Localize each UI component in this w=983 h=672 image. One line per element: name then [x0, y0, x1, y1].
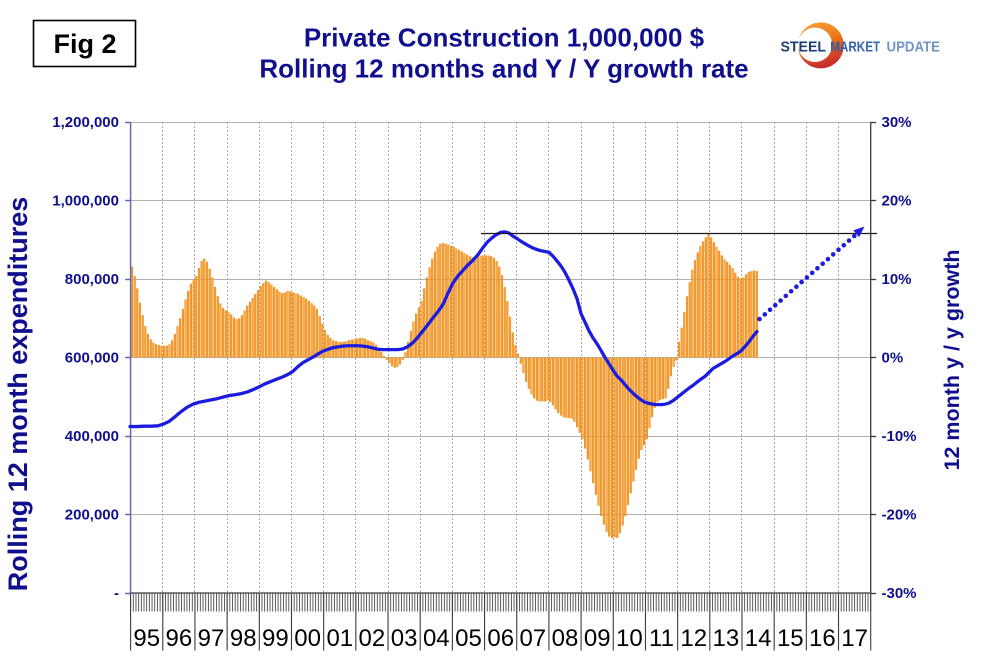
svg-text:13: 13	[713, 625, 740, 652]
svg-text:-30%: -30%	[882, 585, 917, 602]
svg-text:Rolling 12 months and Y / Y gr: Rolling 12 months and Y / Y growth rate	[259, 54, 748, 84]
svg-text:20%: 20%	[882, 193, 912, 210]
svg-text:1,000,000: 1,000,000	[52, 193, 119, 210]
svg-text:MARKET: MARKET	[830, 40, 880, 56]
svg-text:99: 99	[262, 625, 289, 652]
svg-text:04: 04	[423, 625, 450, 652]
svg-text:UPDATE: UPDATE	[887, 40, 941, 56]
svg-text:05: 05	[455, 625, 482, 652]
svg-text:1,200,000: 1,200,000	[52, 114, 119, 131]
svg-text:96: 96	[166, 625, 193, 652]
svg-text:97: 97	[198, 625, 225, 652]
svg-text:600,000: 600,000	[65, 350, 119, 367]
svg-text:Fig 2: Fig 2	[53, 29, 116, 59]
svg-text:06: 06	[487, 625, 514, 652]
svg-text:03: 03	[391, 625, 418, 652]
svg-text:17: 17	[841, 625, 868, 652]
svg-text:-: -	[114, 585, 119, 602]
svg-text:200,000: 200,000	[65, 507, 119, 524]
svg-text:10%: 10%	[882, 271, 912, 288]
svg-text:Rolling 12 month expenditures: Rolling 12 month expenditures	[3, 197, 33, 592]
svg-text:400,000: 400,000	[65, 428, 119, 445]
svg-text:12 month y / y growth: 12 month y / y growth	[940, 250, 964, 471]
svg-text:08: 08	[552, 625, 579, 652]
svg-text:30%: 30%	[882, 114, 912, 131]
svg-text:STEEL: STEEL	[781, 40, 827, 56]
svg-text:800,000: 800,000	[65, 271, 119, 288]
svg-text:0%: 0%	[882, 350, 904, 367]
svg-text:00: 00	[294, 625, 321, 652]
svg-text:11: 11	[649, 625, 674, 652]
svg-text:16: 16	[809, 625, 836, 652]
svg-text:12: 12	[680, 625, 707, 652]
svg-text:09: 09	[584, 625, 611, 652]
svg-text:95: 95	[133, 625, 160, 652]
svg-text:01: 01	[326, 625, 353, 652]
svg-text:07: 07	[519, 625, 546, 652]
svg-text:02: 02	[359, 625, 386, 652]
svg-text:14: 14	[745, 625, 772, 652]
svg-text:-10%: -10%	[882, 428, 917, 445]
svg-text:10: 10	[616, 625, 643, 652]
svg-text:15: 15	[777, 625, 804, 652]
svg-text:-20%: -20%	[882, 507, 917, 524]
svg-text:Private Construction 1,000,000: Private Construction 1,000,000 $	[304, 23, 705, 53]
svg-text:98: 98	[230, 625, 257, 652]
